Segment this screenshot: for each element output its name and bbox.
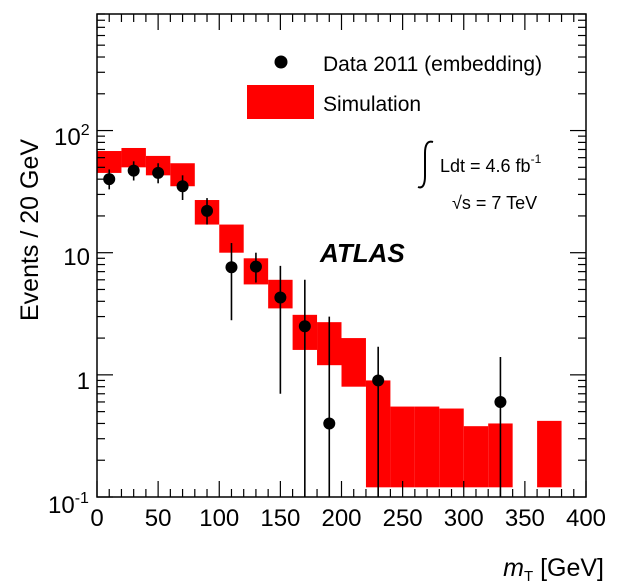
x-tick-label: 300 xyxy=(444,505,484,532)
y-tick-label-1: 1 xyxy=(77,368,90,395)
x-tick-label: 150 xyxy=(260,505,300,532)
sim-band xyxy=(341,338,366,387)
legend-sim-label: Simulation xyxy=(323,93,421,116)
sim-band xyxy=(463,426,489,488)
sim-band xyxy=(537,420,562,488)
axis-ticks xyxy=(96,13,587,498)
integral-sign xyxy=(417,140,434,189)
data-point xyxy=(103,173,116,186)
data-point xyxy=(274,291,287,304)
data-point xyxy=(127,164,140,177)
x-tick-labels: 0 50 100 150 200 250 300 350 400 xyxy=(90,505,606,532)
sim-band xyxy=(439,408,464,488)
sim-band xyxy=(170,163,195,187)
data-point xyxy=(225,261,238,274)
data-point xyxy=(372,374,385,387)
x-tick-label: 0 xyxy=(90,505,103,532)
data-point xyxy=(249,260,262,273)
legend-sim-swatch xyxy=(247,85,314,119)
legend-data-marker xyxy=(274,55,288,69)
legend-data-label: Data 2011 (embedding) xyxy=(323,53,542,76)
sim-band xyxy=(414,406,440,488)
x-tick-label: 100 xyxy=(199,505,239,532)
x-tick-label: 400 xyxy=(566,505,606,532)
y-tick-label-0.1: 10-1 xyxy=(48,490,89,519)
data-point xyxy=(323,417,336,430)
data-point xyxy=(298,320,311,333)
sim-band xyxy=(390,406,415,488)
x-tick-label: 250 xyxy=(383,505,423,532)
data-points xyxy=(103,161,507,497)
data-point xyxy=(152,166,165,179)
sim-band xyxy=(121,147,146,168)
data-point xyxy=(494,395,507,408)
atlas-label: ATLAS xyxy=(319,238,405,268)
data-point xyxy=(201,204,214,217)
legend: Data 2011 (embedding) Simulation xyxy=(247,53,542,119)
y-tick-label-100: 102 xyxy=(54,122,90,151)
y-axis-label: Events / 20 GeV xyxy=(16,139,44,321)
x-tick-label: 50 xyxy=(145,505,172,532)
x-tick-label: 200 xyxy=(321,505,361,532)
y-tick-label-10: 10 xyxy=(63,244,90,271)
x-tick-label: 350 xyxy=(505,505,545,532)
luminosity-annotation: Ldt = 4.6 fb-1 √s = 7 TeV xyxy=(417,140,542,213)
data-point xyxy=(176,180,189,193)
energy-label: √s = 7 TeV xyxy=(452,193,537,213)
lumi-label: Ldt = 4.6 fb-1 xyxy=(440,152,542,176)
x-axis-label: mT [GeV] xyxy=(503,554,604,585)
